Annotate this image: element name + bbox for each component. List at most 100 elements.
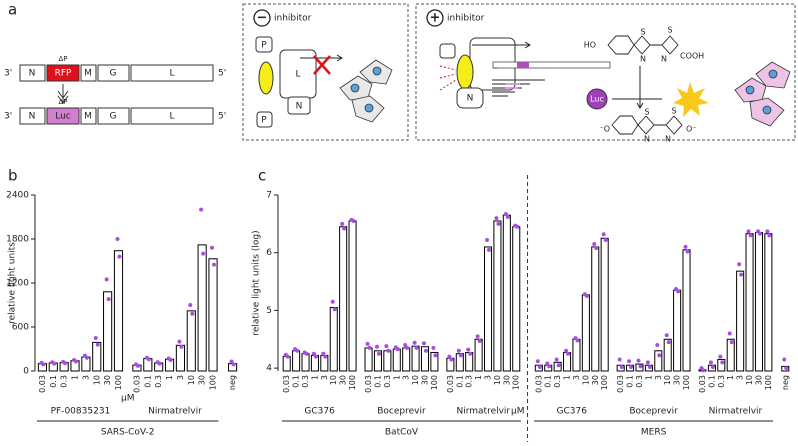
x-tick-label: 1 — [563, 375, 572, 380]
x-tick-label: 0.3 — [301, 375, 310, 388]
replicate-point — [503, 212, 508, 217]
x-tick-label: 10 — [329, 375, 338, 385]
gene-label: M — [84, 112, 92, 122]
group-label: PF-00835231 — [51, 407, 111, 417]
protein-label: P — [261, 116, 267, 126]
replicate-point — [468, 351, 473, 356]
group-label: Boceprevir — [377, 407, 426, 417]
replicate-point — [784, 366, 789, 371]
replicate-point — [395, 347, 400, 352]
replicate-point — [496, 221, 501, 226]
replicate-point — [365, 341, 370, 346]
x-tick-label: 3 — [402, 375, 411, 380]
y-tick-label: 4 — [266, 364, 272, 374]
sign: − — [257, 11, 268, 26]
replicate-point — [179, 344, 184, 349]
bar — [663, 338, 672, 372]
arrow — [300, 54, 343, 62]
replicate-point — [340, 221, 345, 226]
replicate-point — [414, 345, 419, 350]
x-tick-label: 0.3 — [154, 375, 163, 388]
replicate-point — [564, 348, 569, 353]
section-label: SARS-CoV-2 — [101, 428, 155, 438]
replicate-point — [638, 364, 643, 369]
replicate-point — [765, 229, 770, 234]
replicate-point — [210, 245, 215, 250]
unit-label: μM — [511, 407, 525, 417]
x-tick-label: 100 — [682, 375, 691, 390]
replicate-point — [431, 345, 436, 350]
replicate-point — [505, 214, 510, 219]
gene — [97, 107, 130, 125]
gene-label: L — [169, 69, 174, 79]
y-tick-label: 600 — [12, 323, 29, 333]
replicate-point — [190, 311, 195, 316]
atom-label: N — [661, 55, 667, 64]
genome-luc: 3' N Luc M G L 5' ΔP — [4, 98, 226, 125]
gene — [130, 107, 214, 125]
replicate-point — [676, 289, 681, 294]
bar — [736, 270, 745, 372]
light — [673, 82, 709, 117]
y-tick-label: 2400 — [6, 191, 29, 201]
replicate-point — [475, 334, 480, 339]
replicate-point — [135, 363, 140, 368]
replicate-point — [603, 238, 608, 243]
replicate-point — [664, 333, 669, 338]
protein — [456, 87, 484, 109]
replicate-point — [683, 244, 688, 249]
plus-panel: + inhibitor L N Luc — [415, 3, 796, 141]
replicate-point — [494, 216, 499, 221]
panel-label: c — [258, 167, 266, 185]
bar — [572, 338, 581, 372]
replicate-point — [718, 354, 723, 359]
x-tick-label: 30 — [502, 375, 511, 385]
gene — [80, 64, 97, 82]
replicate-point — [515, 224, 520, 229]
bar — [591, 246, 600, 372]
bar — [502, 214, 511, 372]
replicate-point — [52, 361, 57, 366]
gene — [19, 107, 46, 125]
bar — [373, 350, 382, 372]
x-tick-label: 30 — [591, 375, 600, 385]
rna — [492, 61, 611, 69]
gene-label: RFP — [55, 69, 72, 79]
replicate-point — [535, 359, 540, 364]
replicate-point — [619, 364, 624, 369]
replicate-point — [405, 345, 410, 350]
x-tick-label: 1 — [392, 375, 401, 380]
x-tick-label: 3 — [81, 375, 90, 380]
panel-box — [415, 3, 796, 141]
bar — [197, 244, 207, 372]
y-tick-label: 1200 — [6, 279, 29, 289]
panel-label: b — [8, 167, 18, 185]
replicate-point — [575, 338, 580, 343]
x-tick-label: 0.03 — [616, 375, 625, 393]
x-tick-label: 0.1 — [455, 375, 464, 388]
group-label: GC376 — [557, 407, 588, 417]
block-mark — [313, 55, 331, 75]
protein-label: N — [296, 102, 303, 112]
replicate-point — [412, 340, 417, 345]
x-tick-label: 30 — [420, 375, 429, 385]
replicate-point — [423, 348, 428, 353]
x-tick-label: neg — [781, 375, 790, 390]
x-tick-label: 0.3 — [383, 375, 392, 388]
cells — [339, 59, 393, 123]
bar — [420, 346, 430, 372]
replicate-point — [304, 351, 309, 356]
sign: + — [430, 11, 441, 26]
gene — [46, 64, 80, 82]
y-tick-label: 0 — [23, 367, 29, 377]
x-tick-label: 10 — [663, 375, 672, 385]
sign-circle — [253, 9, 271, 27]
x-tick-label: 3 — [320, 375, 329, 380]
replicate-point — [384, 344, 389, 349]
minus-panel: − inhibitor P L N P — [242, 3, 409, 141]
x-tick-label: 0.1 — [292, 375, 301, 388]
replicate-point — [168, 358, 173, 362]
x-tick-label: 100 — [348, 375, 357, 390]
group-label: Nirmatrelvir — [709, 407, 763, 417]
bar — [682, 249, 691, 372]
